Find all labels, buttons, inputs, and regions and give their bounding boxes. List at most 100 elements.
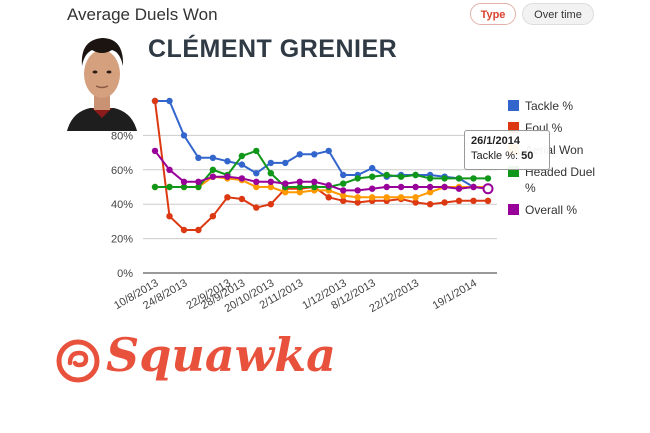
data-point <box>180 183 188 191</box>
legend-swatch-icon <box>508 100 519 111</box>
data-point <box>340 180 347 187</box>
data-point <box>311 183 318 191</box>
data-point <box>180 132 188 139</box>
chart-title: Average Duels Won <box>67 5 218 24</box>
data-point <box>412 199 419 206</box>
data-point <box>383 183 390 191</box>
data-point <box>209 166 217 173</box>
x-tick-label: 19/1/2014 <box>431 277 479 312</box>
data-point <box>296 151 303 158</box>
data-point <box>166 183 173 191</box>
data-point <box>267 178 274 185</box>
data-point <box>267 159 274 167</box>
data-point <box>340 197 347 204</box>
chart-tooltip: 26/1/2014 Tackle %: 50 <box>464 130 550 170</box>
data-point <box>209 213 217 220</box>
series-points <box>151 97 494 234</box>
player-name: CLÉMENT GRENIER <box>148 35 398 63</box>
data-point <box>412 171 419 179</box>
y-tick-label: 80% <box>111 130 133 142</box>
data-point <box>441 175 448 182</box>
data-point <box>253 183 260 191</box>
data-point <box>195 183 202 191</box>
data-point <box>426 201 434 208</box>
data-point <box>209 154 217 161</box>
data-point <box>470 183 477 191</box>
data-point <box>340 192 347 199</box>
data-point <box>195 154 202 161</box>
tooltip-label: Tackle %: <box>471 150 519 162</box>
data-point <box>340 171 347 179</box>
data-point <box>455 197 463 204</box>
legend-swatch-icon <box>508 122 519 133</box>
data-point <box>354 175 361 182</box>
data-point <box>484 175 492 182</box>
x-tick-label: 22/12/2013 <box>367 277 421 315</box>
data-point <box>412 183 419 191</box>
y-tick-label: 0% <box>117 268 133 280</box>
data-point <box>296 178 303 185</box>
data-point <box>195 226 202 234</box>
tooltip-date: 26/1/2014 <box>471 135 520 147</box>
tooltip-value-row: Tackle %: 50 <box>471 149 543 164</box>
data-point <box>455 185 463 192</box>
data-point <box>238 195 246 203</box>
data-point <box>151 97 159 105</box>
data-point <box>151 183 159 191</box>
data-point <box>180 178 188 185</box>
over-time-button[interactable]: Over time <box>522 3 594 25</box>
data-point <box>397 173 405 180</box>
data-point <box>325 182 332 189</box>
player-photo <box>62 26 142 131</box>
series-lines <box>154 100 489 231</box>
data-point <box>195 178 202 185</box>
data-point <box>426 189 434 196</box>
data-point <box>397 194 405 201</box>
data-point <box>369 164 376 172</box>
data-point <box>151 147 159 155</box>
data-point <box>441 199 448 206</box>
data-point <box>166 97 173 105</box>
data-point <box>325 194 332 201</box>
data-point <box>354 187 361 194</box>
data-point <box>426 175 434 182</box>
data-point <box>267 201 274 208</box>
data-point <box>383 171 390 179</box>
data-point <box>253 204 260 211</box>
legend-item-overall[interactable]: Overall % <box>508 202 608 218</box>
y-tick-label: 20% <box>111 234 133 246</box>
data-point <box>296 183 303 191</box>
data-point <box>470 197 477 204</box>
tooltip-value: 50 <box>521 150 534 162</box>
x-axis-ticks: 10/8/201324/8/201322/9/201328/9/201320/1… <box>112 277 479 315</box>
highlighted-point <box>482 183 494 195</box>
series-line-1 <box>154 100 488 231</box>
data-point <box>253 147 260 155</box>
data-point <box>470 175 477 182</box>
data-point <box>296 189 303 196</box>
data-point <box>224 173 231 180</box>
data-point <box>209 173 217 180</box>
legend-swatch-icon <box>508 204 519 215</box>
data-point <box>369 194 376 201</box>
data-point <box>253 178 260 185</box>
series-line-0 <box>155 100 488 188</box>
data-point <box>354 194 361 201</box>
data-point <box>369 173 376 180</box>
data-point <box>180 226 188 234</box>
data-point <box>369 185 376 192</box>
data-point <box>455 175 463 182</box>
data-point <box>484 197 492 204</box>
type-button[interactable]: Type <box>470 3 516 25</box>
data-point <box>441 183 448 191</box>
legend-label: Tackle % <box>525 99 574 113</box>
data-point <box>224 194 231 201</box>
data-point <box>311 178 318 185</box>
legend-item-tackle[interactable]: Tackle % <box>508 98 608 114</box>
brand-wordmark: Squawka <box>106 328 336 382</box>
y-axis-ticks: 0% 20% 40% 60% 80% <box>111 130 133 280</box>
y-tick-label: 60% <box>111 165 133 177</box>
data-point <box>354 199 361 206</box>
data-point <box>282 159 289 167</box>
